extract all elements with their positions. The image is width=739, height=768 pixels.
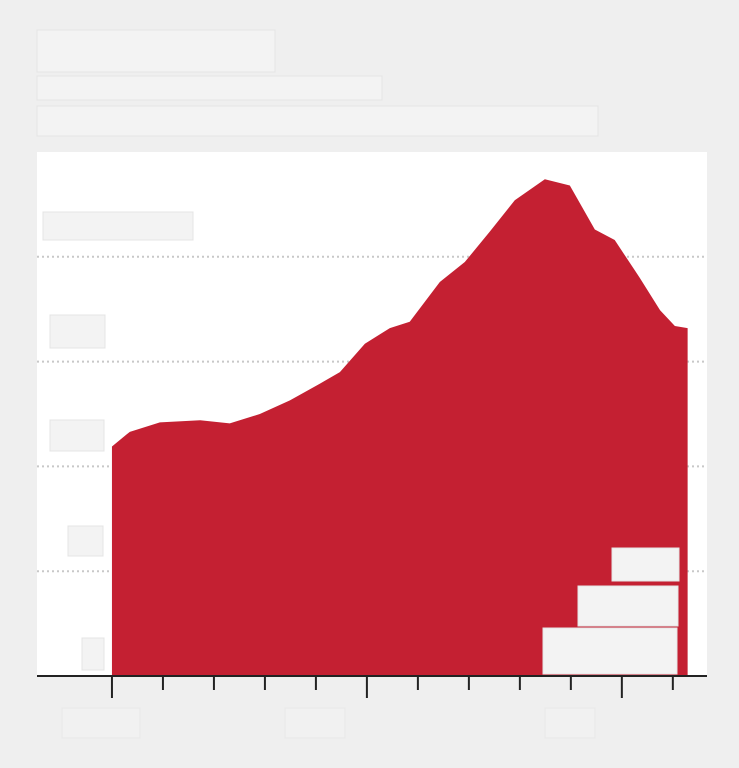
redacted-title bbox=[36, 29, 276, 73]
redacted-subtitle bbox=[36, 75, 383, 101]
redacted-subtitle bbox=[36, 105, 599, 137]
redacted-x-label bbox=[544, 707, 596, 739]
redacted-tick-label bbox=[67, 525, 104, 557]
redacted-label bbox=[42, 211, 194, 241]
redacted-x-label bbox=[284, 707, 346, 739]
redacted-annotation bbox=[611, 547, 680, 582]
redacted-tick-label bbox=[49, 314, 106, 349]
chart-layer bbox=[37, 179, 707, 698]
redacted-x-label bbox=[61, 707, 141, 739]
redacted-tick-label bbox=[49, 419, 105, 452]
redacted-tick-label bbox=[81, 637, 105, 671]
area bbox=[111, 179, 688, 677]
redacted-annotation bbox=[542, 627, 678, 675]
redacted-annotation bbox=[577, 585, 679, 627]
